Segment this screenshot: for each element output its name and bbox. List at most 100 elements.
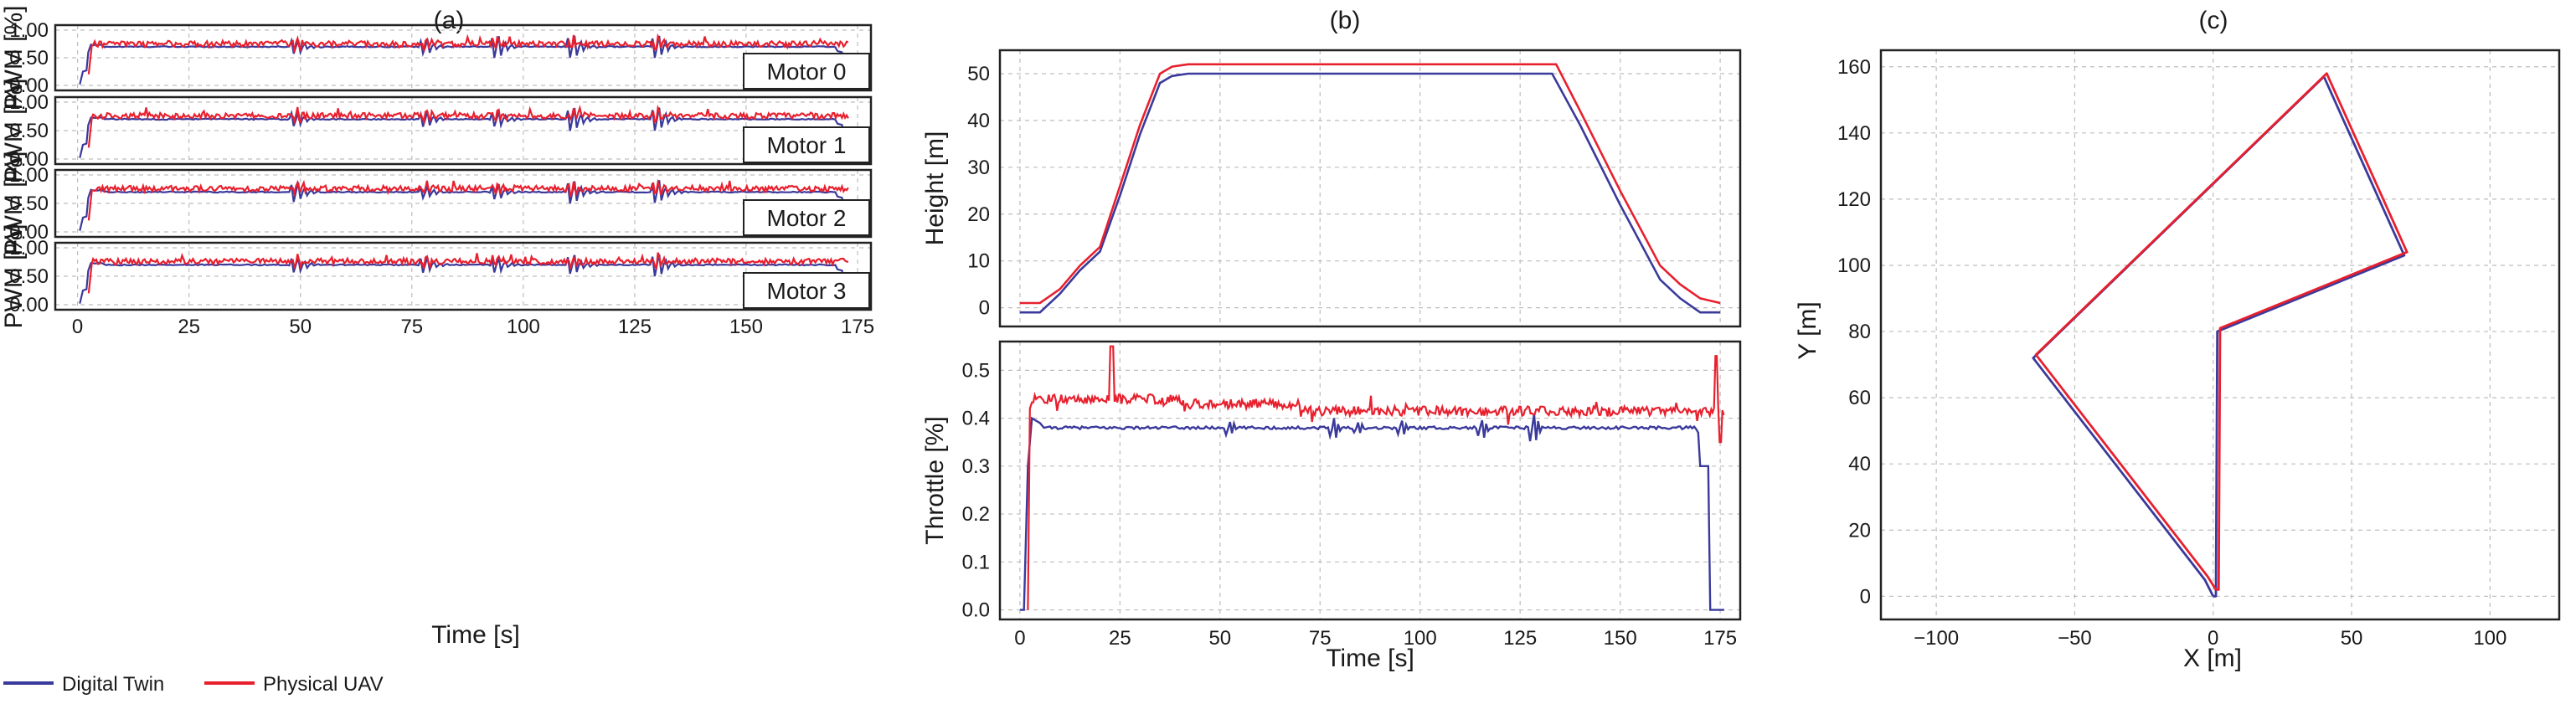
panel-a: 0.00 0.50 1.00 Motor 0 PWM [%] 0.00 0.50 1.00 M… [0, 6, 874, 650]
y-tick-label: 0 [979, 297, 990, 320]
subplot-frame [54, 23, 873, 92]
x-tick-label: 125 [618, 316, 652, 338]
x-tick-label: 25 [1109, 627, 1131, 650]
panel-b-xlabel: Time [s] [1326, 645, 1414, 672]
y-axis-label: PWM [%] [0, 79, 28, 183]
y-tick-label: 1.00 [9, 19, 49, 42]
x-tick-label: 125 [1503, 627, 1537, 650]
panel-c-ylabel: Y [m] [1794, 301, 1821, 359]
motor-label: Motor 1 [767, 132, 847, 158]
motor-label-box [743, 272, 870, 309]
y-tick-label: 10 [967, 250, 990, 273]
y-tick-label: 0.50 [9, 47, 49, 69]
y-tick-label: 1.00 [9, 237, 49, 260]
trajectory-plot: −100 −50 0 50 100 0 20 40 60 80 100 120 140 160 [1837, 49, 2561, 650]
subplot-frame [998, 49, 1742, 328]
x-tick-label: 100 [507, 316, 540, 338]
digital-twin-line [79, 107, 854, 160]
physical-uav-line [2034, 72, 2409, 591]
y-tick-label: 1.00 [9, 91, 49, 114]
x-tick-label: 0 [2208, 627, 2218, 650]
y-tick-label: 40 [1848, 453, 1871, 475]
y-tick-label: 30 [967, 157, 990, 179]
y-axis-label: PWM [%] [0, 152, 28, 256]
y-tick-label: 60 [1848, 387, 1871, 409]
y-tick-label: 50 [967, 63, 990, 85]
x-tick-label: 150 [1604, 627, 1637, 650]
legend: Digital Twin Physical UAV [3, 673, 384, 696]
y-tick-label: 20 [1848, 519, 1871, 542]
y-tick-label: 0.50 [9, 120, 49, 142]
panel-c: −100 −50 0 50 100 0 20 40 60 80 100 120 140 160 X [m]… [1794, 49, 2561, 672]
y-axis-label: PWM [%] [0, 224, 28, 329]
physical-uav-line [87, 33, 849, 75]
motor-label-box [743, 53, 870, 90]
digital-twin-line [1019, 72, 1721, 314]
panel-c-title: (c) [2199, 7, 2228, 34]
digital-twin-line [79, 180, 854, 233]
y-tick-label: 0.50 [9, 265, 49, 288]
x-tick-label: 0 [1014, 627, 1025, 650]
motor-label: Motor 3 [767, 278, 847, 304]
x-tick-label: 50 [1208, 627, 1231, 650]
digital-twin-line [79, 35, 854, 86]
panel-c-xlabel: X [m] [2183, 645, 2242, 672]
x-tick-label: 100 [1404, 627, 1437, 650]
y-tick-label: 1.00 [9, 164, 49, 187]
motor-1-subplot: 0.00 0.50 1.00 Motor 1 PWM [%] [0, 79, 873, 183]
y-tick-label: 0.2 [962, 503, 990, 526]
subplot-frame [998, 340, 1742, 621]
subplot-frame [54, 168, 873, 239]
subplot-frame [54, 95, 873, 166]
motor-label: Motor 2 [767, 205, 847, 231]
height-subplot: 0 10 20 30 40 50 Height [m] [921, 49, 1742, 328]
panel-a-xlabel: Time [s] [431, 621, 520, 649]
throttle-subplot: 0.0 0.1 0.2 0.3 0.4 0.5 0 25 50 75 100 125 150 175 Thr… [921, 340, 1742, 650]
y-tick-label: 0.4 [962, 408, 990, 430]
x-tick-label: −50 [2058, 627, 2092, 650]
legend-physical-uav-label: Physical UAV [263, 673, 384, 696]
digital-twin-line [1019, 414, 1724, 611]
y-tick-label: 0.3 [962, 455, 990, 478]
motor-label-box [743, 126, 870, 163]
x-tick-label: 50 [2341, 627, 2363, 650]
motor-label: Motor 0 [767, 59, 847, 85]
motor-2-subplot: 0.00 0.50 1.00 Motor 2 PWM [%] [0, 152, 873, 256]
y-tick-label: 160 [1837, 56, 1871, 79]
plot-frame [1879, 49, 2561, 621]
digital-twin-line [79, 254, 854, 306]
y-tick-label: 0.00 [9, 221, 49, 244]
physical-uav-line [87, 252, 849, 294]
x-tick-label: −100 [1914, 627, 1959, 650]
y-axis-label: Throttle [%] [921, 416, 949, 544]
y-tick-label: 0.5 [962, 359, 990, 382]
y-tick-label: 140 [1837, 122, 1871, 145]
y-tick-label: 120 [1837, 188, 1871, 211]
physical-uav-line [1019, 63, 1721, 305]
y-tick-label: 0 [1860, 585, 1871, 608]
y-axis-label: Height [m] [921, 131, 949, 246]
x-tick-label: 175 [841, 316, 874, 338]
x-tick-label: 150 [729, 316, 763, 338]
legend-digital-twin-label: Digital Twin [62, 673, 164, 696]
y-tick-label: 0.50 [9, 193, 49, 215]
panel-b: 0 10 20 30 40 50 Height [m] 0.0 0.1 0.2 0.3 0.4 0.5… [921, 49, 1742, 672]
y-tick-label: 0.0 [962, 599, 990, 622]
x-tick-label: 75 [1309, 627, 1332, 650]
y-tick-label: 20 [967, 203, 990, 226]
y-tick-label: 0.00 [9, 294, 49, 316]
motor-3-subplot: 0.00 0.50 1.00 Motor 3 PWM [%] [0, 224, 873, 329]
y-tick-label: 0.00 [9, 148, 49, 171]
x-tick-label: 25 [178, 316, 200, 338]
x-tick-label: 0 [72, 316, 83, 338]
x-tick-label: 100 [2473, 627, 2506, 650]
y-tick-label: 40 [967, 110, 990, 132]
physical-uav-line [1027, 345, 1725, 610]
y-tick-label: 80 [1848, 321, 1871, 343]
y-tick-label: 0.00 [9, 75, 49, 97]
x-tick-label: 50 [289, 316, 312, 338]
x-tick-label: 75 [400, 316, 423, 338]
y-axis-label: PWM [%] [0, 6, 28, 110]
motor-0-subplot: 0.00 0.50 1.00 Motor 0 PWM [%] [0, 6, 873, 110]
